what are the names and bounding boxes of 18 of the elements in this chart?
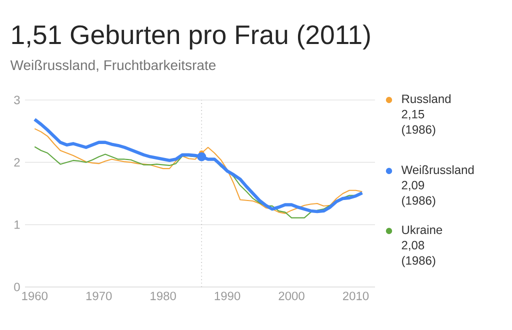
chart-title: 1,51 Geburten pro Frau (2011): [12, 24, 370, 50]
x-tick-label: 2010: [342, 292, 369, 300]
text: 2,08 (1986): [402, 240, 436, 268]
legend-label: Russland: [402, 94, 451, 104]
text: 2,15 (1986): [402, 110, 436, 136]
y-tick-label: 3: [14, 96, 20, 104]
x-tick-label: 1970: [86, 292, 112, 300]
chart-subtitle: Weißrussland, Fruchtbarkeitsrate: [10, 60, 216, 72]
x-tick-label: 1990: [214, 292, 240, 300]
legend-label: Weißrussland: [401, 165, 474, 174]
legend-label: Ukraine: [402, 225, 442, 234]
y-tick-label: 2: [14, 158, 20, 167]
text: 2,09 (1986): [402, 180, 436, 208]
y-tick-label: 1: [14, 220, 20, 229]
x-tick-label: 1960: [22, 292, 48, 300]
x-tick-label: 1980: [150, 292, 176, 300]
y-tick-label: 0: [14, 282, 20, 292]
x-tick-label: 2000: [278, 292, 304, 300]
